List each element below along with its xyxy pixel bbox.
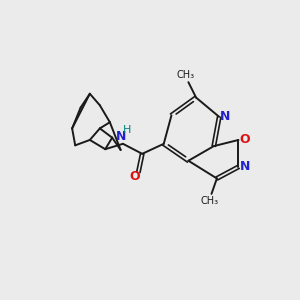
Text: CH₃: CH₃ <box>176 70 194 80</box>
Text: H: H <box>123 125 131 135</box>
Text: O: O <box>129 170 140 183</box>
Text: N: N <box>116 130 127 142</box>
Text: O: O <box>239 133 250 146</box>
Text: N: N <box>240 160 250 173</box>
Text: CH₃: CH₃ <box>201 196 219 206</box>
Text: N: N <box>220 110 230 123</box>
